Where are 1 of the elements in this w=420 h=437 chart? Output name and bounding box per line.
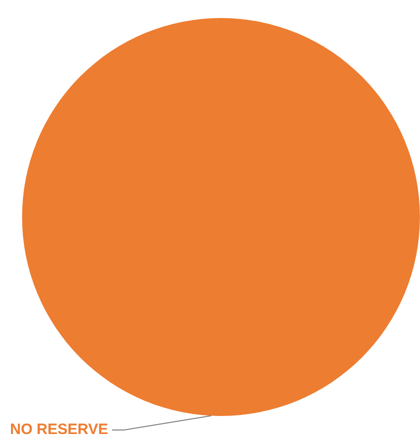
slice-label: NO RESERVE [10, 421, 108, 437]
